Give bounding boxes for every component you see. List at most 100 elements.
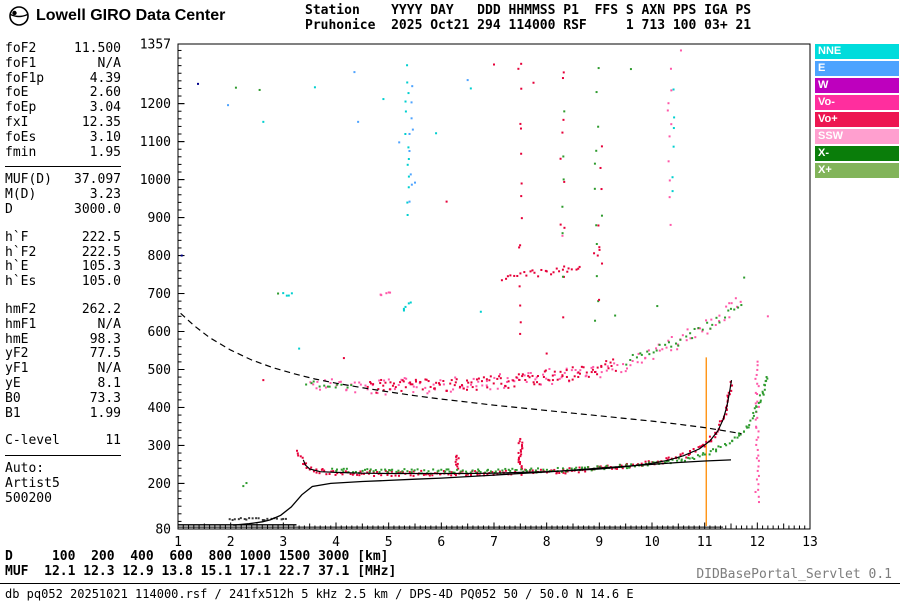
svg-text:8: 8 xyxy=(543,535,551,550)
svg-text:11: 11 xyxy=(697,535,713,550)
param-row: fmin 1.95 xyxy=(5,145,121,161)
param-label: C-level xyxy=(5,433,60,449)
param-value: N/A xyxy=(97,55,121,71)
series-second-hop-green-left xyxy=(305,380,353,389)
header-line2: Pruhonice 2025 Oct21 294 114000 RSF 1 71… xyxy=(305,18,752,33)
svg-text:2: 2 xyxy=(227,535,235,550)
plot-axes: 1 2 3 4 5 6 7 8 9 10 11 12 1380200300400500600700800… xyxy=(140,38,818,551)
param-row: foEp 3.04 xyxy=(5,100,121,116)
param-row: foF1 N/A xyxy=(5,55,121,72)
distance-row: D 100 200 400 600 800 1000 1500 3000 [km… xyxy=(5,549,389,564)
status-bar: db pq052 20251021 114000.rsf / 241fx512h… xyxy=(0,583,900,601)
legend-item-w: W xyxy=(815,78,899,93)
param-value: 8.1 xyxy=(97,375,121,391)
svg-text:6: 6 xyxy=(437,535,445,550)
param-value: N/A xyxy=(97,316,121,332)
param-row: hmE 98.3 xyxy=(5,331,121,348)
legend-item-vo+: Vo+ xyxy=(815,112,899,127)
param-divider xyxy=(5,449,121,462)
interference-noise xyxy=(404,62,760,526)
param-value: N/A xyxy=(97,361,121,377)
param-value: 2.60 xyxy=(89,85,121,101)
param-row: yF1 N/A xyxy=(5,361,121,377)
param-row: h`Es 105.0 xyxy=(5,274,121,290)
giro-logo-icon xyxy=(9,6,29,26)
series-second-hop-red xyxy=(366,358,617,394)
param-group: h`F 222.5 h`F2 222.5 h`E 105.3 h`Es 105.0 xyxy=(5,229,121,290)
param-label: hmE xyxy=(5,331,29,347)
svg-text:300: 300 xyxy=(148,439,171,454)
param-row: D 3000.0 xyxy=(5,201,121,218)
legend-item-ssw: SSW xyxy=(815,129,899,144)
legend-item-x-: X- xyxy=(815,146,899,161)
speckle-echoes xyxy=(180,49,769,488)
param-label: hmF1 xyxy=(5,316,37,332)
param-label: D xyxy=(5,201,13,217)
param-value: 105.3 xyxy=(81,259,121,275)
param-row: yE 8.1 xyxy=(5,375,121,392)
svg-text:9: 9 xyxy=(595,535,603,550)
param-label: B1 xyxy=(5,405,21,421)
series-true-height-profile xyxy=(233,459,732,526)
status-text: db pq052 20251021 114000.rsf / 241fx512h… xyxy=(5,587,634,601)
param-label: yE xyxy=(5,375,21,391)
series-spread-cyan xyxy=(402,301,412,312)
series-es-echoes xyxy=(228,517,287,522)
svg-text:7: 7 xyxy=(490,535,498,550)
distance-muf-table: D 100 200 400 600 800 1000 1500 3000 [km… xyxy=(5,549,397,579)
muf-row: MUF 12.1 12.3 12.9 13.8 15.1 17.1 22.7 3… xyxy=(5,563,397,579)
series-o-trace-fit xyxy=(302,380,733,475)
param-value: 3000.0 xyxy=(74,201,121,217)
svg-text:1200: 1200 xyxy=(140,97,171,112)
param-value: 222.5 xyxy=(81,229,121,245)
svg-text:800: 800 xyxy=(148,249,171,264)
header-line1: Station YYYY DAY DDD HHMMSS P1 FFS S AXN… xyxy=(305,3,752,18)
param-group: foF2 11.500 foF1 N/A foF1p 4.39 foE 2.60 foEp 3.0… xyxy=(5,41,121,161)
svg-text:1357: 1357 xyxy=(140,38,171,53)
svg-text:10: 10 xyxy=(644,535,660,550)
lowell-giro-logo: Lowell GIRO Data Center xyxy=(8,5,225,27)
param-row: h`F 222.5 xyxy=(5,229,121,246)
param-label: M(D) xyxy=(5,187,37,203)
svg-text:13: 13 xyxy=(802,535,818,550)
param-value: 3.04 xyxy=(89,100,121,116)
svg-text:1000: 1000 xyxy=(140,173,171,188)
legend-item-vo-: Vo- xyxy=(815,95,899,110)
param-value: 1.99 xyxy=(89,405,121,421)
param-value: 11.500 xyxy=(74,41,121,56)
param-label: foEs xyxy=(5,129,37,145)
param-group: MUF(D) 37.097 M(D) 3.23 D 3000.0 xyxy=(5,173,121,217)
autoscaling-info-line: Artist5 xyxy=(5,475,60,491)
param-label: foF1p xyxy=(5,70,45,86)
param-row: C-level 11 xyxy=(5,434,121,449)
legend-item-e: E xyxy=(815,61,899,76)
autoscaling-info-line: 500200 xyxy=(5,490,52,506)
param-row: foE 2.60 xyxy=(5,86,121,101)
svg-text:5: 5 xyxy=(385,535,393,550)
svg-text:500: 500 xyxy=(148,363,171,378)
param-value: 105.0 xyxy=(81,274,121,290)
param-label: foE xyxy=(5,85,29,101)
series-third-hop-cyan xyxy=(282,292,293,297)
svg-text:3: 3 xyxy=(279,535,287,550)
param-gap xyxy=(5,421,121,434)
legend-item-nne: NNE xyxy=(815,44,899,59)
param-value: 3.23 xyxy=(89,187,121,203)
svg-text:400: 400 xyxy=(148,401,171,416)
svg-text:1: 1 xyxy=(174,535,182,550)
series-second-hop-green-rise xyxy=(625,304,743,366)
param-value: 12.35 xyxy=(81,114,121,130)
param-row: h`E 105.3 xyxy=(5,260,121,275)
autoscaling-info-line: Auto: xyxy=(5,461,45,477)
param-divider xyxy=(5,160,121,173)
svg-text:900: 900 xyxy=(148,211,171,226)
param-value: 262.2 xyxy=(81,301,121,317)
param-row: MUF(D) 37.097 xyxy=(5,173,121,188)
svg-text:12: 12 xyxy=(750,535,766,550)
param-row: B0 73.3 xyxy=(5,390,121,407)
param-value: 222.5 xyxy=(81,244,121,260)
param-label: fxI xyxy=(5,114,29,130)
param-value: 73.3 xyxy=(89,390,121,406)
param-row: M(D) 3.23 xyxy=(5,187,121,203)
